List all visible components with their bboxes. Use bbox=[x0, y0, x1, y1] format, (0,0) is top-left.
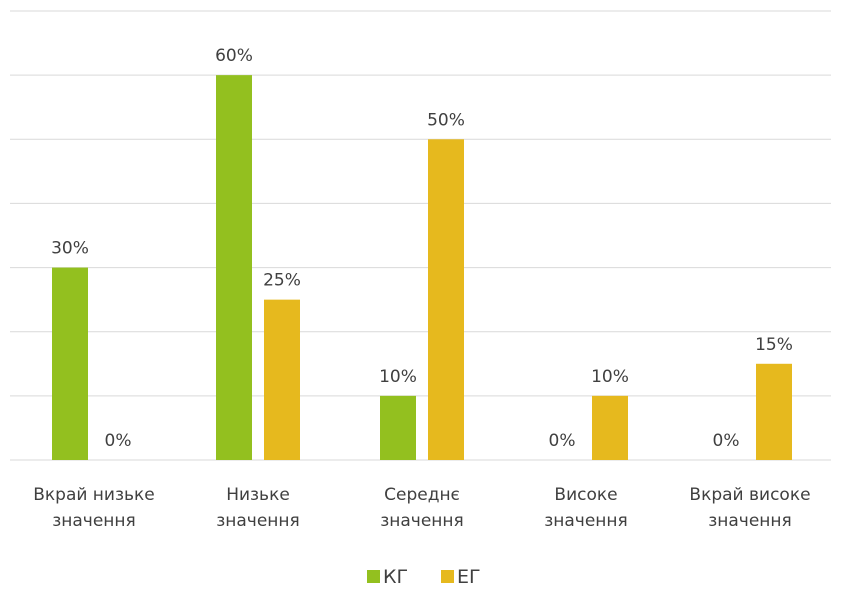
bar bbox=[52, 267, 88, 460]
x-tick-label: Високе значення bbox=[544, 485, 628, 531]
data-label: 0% bbox=[105, 431, 132, 451]
legend-swatch bbox=[441, 570, 454, 583]
bar bbox=[264, 299, 300, 460]
legend-label: ЕГ bbox=[457, 566, 481, 588]
bar bbox=[380, 395, 416, 460]
data-label: 10% bbox=[591, 367, 629, 387]
data-label: 15% bbox=[755, 335, 793, 355]
bar bbox=[756, 363, 792, 460]
legend-swatch bbox=[367, 570, 380, 583]
data-label: 25% bbox=[263, 271, 301, 291]
data-label: 60% bbox=[215, 46, 253, 66]
data-label: 0% bbox=[549, 431, 576, 451]
data-label: 0% bbox=[713, 431, 740, 451]
x-tick-label: Вкрай високе значення bbox=[689, 485, 810, 531]
bar bbox=[428, 139, 464, 461]
legend-label: КГ bbox=[383, 566, 408, 588]
data-label: 50% bbox=[427, 110, 465, 130]
bar bbox=[216, 75, 252, 461]
x-tick-label: Вкрай низьке значення bbox=[33, 485, 155, 531]
bar bbox=[592, 395, 628, 460]
data-label: 10% bbox=[379, 367, 417, 387]
x-tick-label: Низьке значення bbox=[216, 485, 300, 531]
x-tick-label: Середнє значення bbox=[380, 485, 464, 531]
data-label: 30% bbox=[51, 239, 89, 259]
